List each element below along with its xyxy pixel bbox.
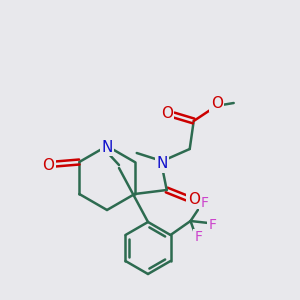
- Text: O: O: [211, 95, 223, 110]
- Text: F: F: [208, 218, 217, 232]
- Text: O: O: [188, 193, 200, 208]
- Text: F: F: [200, 196, 208, 210]
- Text: N: N: [156, 157, 167, 172]
- Text: O: O: [42, 158, 54, 172]
- Text: O: O: [161, 106, 173, 121]
- Text: N: N: [101, 140, 113, 154]
- Text: F: F: [194, 230, 202, 244]
